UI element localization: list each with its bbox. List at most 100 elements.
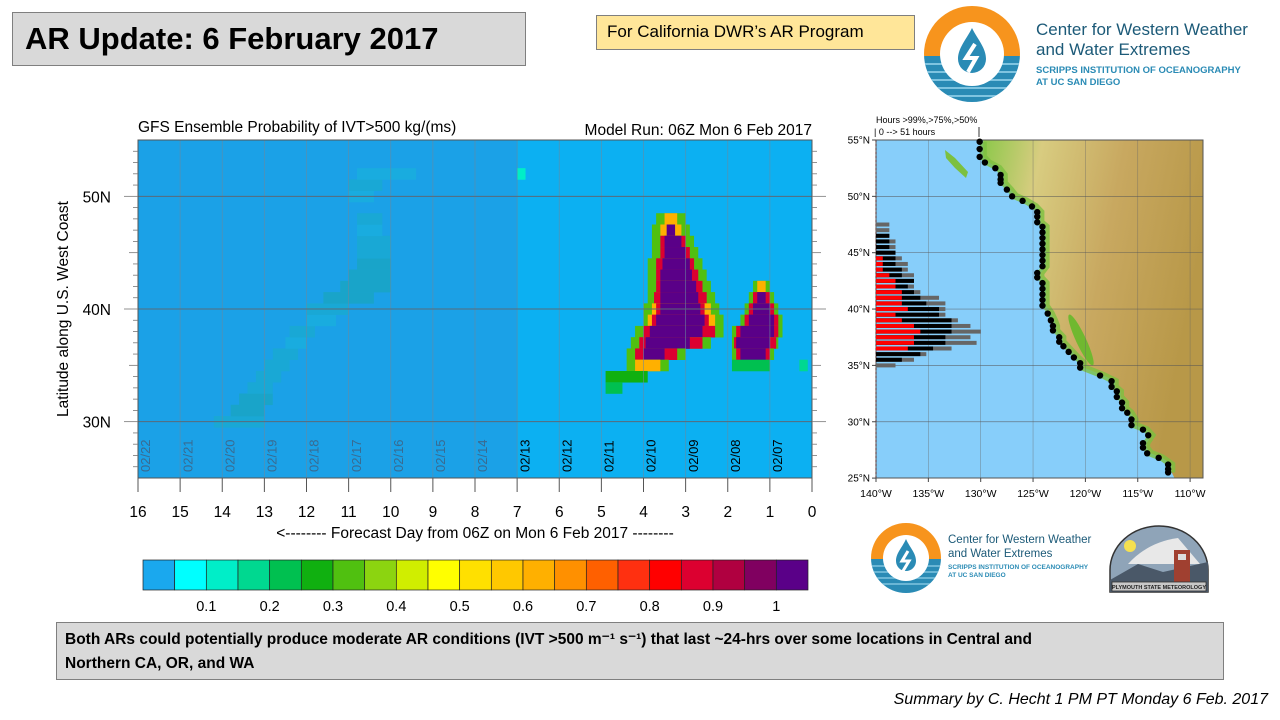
bar-99pct [876,335,914,340]
bar-75pct [876,323,952,328]
bar-75pct [876,284,908,289]
colorbar-label: 0.6 [513,599,533,615]
cw3e-logo-icon [924,6,1020,102]
bar-99pct [876,307,908,312]
map-area [875,139,1204,479]
ocean [876,140,1203,478]
bar-75pct [876,295,921,300]
coast-point [1128,416,1135,423]
bar-50pct [876,346,952,351]
x-ticks: 16 15 14 13 12 11 10 9 8 7 6 5 4 3 2 1 0 [129,478,817,521]
coast-point [1139,426,1147,433]
coast-point [997,176,1004,183]
coast-point [1039,263,1046,270]
probability-cell [656,314,705,327]
bar-50pct [876,301,946,306]
probability-cell [664,247,686,259]
bar-75pct [876,335,946,340]
colorbar-swatch [680,559,714,591]
logo-top-line1: Center for Western Weather [1036,20,1248,39]
bar-75pct [876,261,896,266]
bar-99pct [876,301,902,306]
coast-point [976,145,983,153]
logo-bottom-line1: Center for Western Weather [948,534,1092,546]
coast-point [1164,465,1172,473]
colorbar-swatch [300,559,334,591]
coast-point [1028,203,1036,210]
bar-75pct [876,267,902,272]
colorbar-swatch [237,559,271,591]
probability-cell [748,314,775,327]
coast-point [1034,213,1041,220]
coast-point [1039,279,1046,287]
coast-point [1034,274,1041,281]
bar-50pct [876,290,921,295]
title-box: AR Update: 6 February 2017 [12,12,526,66]
x-tick-label: 9 [429,504,438,521]
bar-50pct [876,278,914,283]
coast-point [1139,444,1147,451]
bar-50pct [876,318,958,323]
bar-50pct [876,363,896,368]
bar-99pct [876,295,902,300]
program-label: For California DWR’s AR Program [596,15,915,50]
bar-50pct [876,239,896,244]
date-label: 02/22 [138,439,153,472]
x-tick-label: 3 [681,504,690,521]
summary-credit: Summary by C. Hecht 1 PM PT Monday 6 Feb… [893,691,1268,708]
bar-99pct [876,340,914,345]
coast-point [1076,359,1084,367]
probability-cell [664,213,678,225]
colorbar-swatch [364,559,397,591]
x-tick-label: 4 [639,504,648,521]
plymouth-state-logo: PLYMOUTH STATE METEOROLOGY [1109,525,1209,593]
bar-75pct [876,301,927,306]
x-tick-label: 14 [214,504,232,521]
coast-point [1096,372,1104,379]
colorbar-swatch [459,559,492,591]
bar-99pct [876,329,921,334]
x-tick-label: 15 [172,504,189,521]
bar-50pct [876,357,914,362]
plymouth-text: PLYMOUTH STATE METEOROLOGY [1112,585,1206,591]
bar-99pct [876,323,914,328]
bar-50pct [876,245,896,250]
colorbar-swatch [427,559,461,591]
coast-point [1039,240,1046,247]
map-subtitle: | 0 --> 51 hours [874,127,936,137]
date-label: 02/14 [475,439,490,472]
date-label: 02/16 [391,439,406,472]
colorbar-swatch [617,559,651,591]
logo-top-line2: and Water Extremes [1036,40,1191,59]
colorbar-swatch [649,559,682,591]
probability-cell [517,168,526,180]
date-label: 02/12 [559,439,574,472]
bar-75pct [876,278,914,283]
probability-cell [649,325,703,338]
probability-cell [740,348,766,360]
coast-point [1143,450,1151,457]
colorbar-swatch [142,559,176,591]
bar-50pct [876,307,946,312]
bar-50pct [876,295,940,300]
bar-50pct [876,323,971,328]
colorbar: 0.1 0.2 0.3 0.4 0.5 0.6 0.7 0.8 0.9 1 [142,559,809,615]
logo-top-line4: AT UC SAN DIEGO [1036,77,1121,88]
grid-lines [137,139,813,479]
coast-point [1039,296,1046,304]
bar-99pct [876,290,902,295]
probability-cell [660,280,697,293]
colorbar-swatch [744,559,777,591]
coast-point [1113,393,1121,401]
bar-50pct [876,340,977,345]
map-lon-label: 110°W [1175,488,1206,500]
coast-point [1056,334,1063,341]
probability-cell [662,258,690,270]
coast-point [981,159,989,166]
bar-99pct [876,284,896,289]
colorbar-label: 0.9 [703,599,723,615]
map-lat-label: 25°N [848,474,870,485]
map-lon-label: 125°W [1017,488,1049,500]
probability-cell [643,348,665,360]
